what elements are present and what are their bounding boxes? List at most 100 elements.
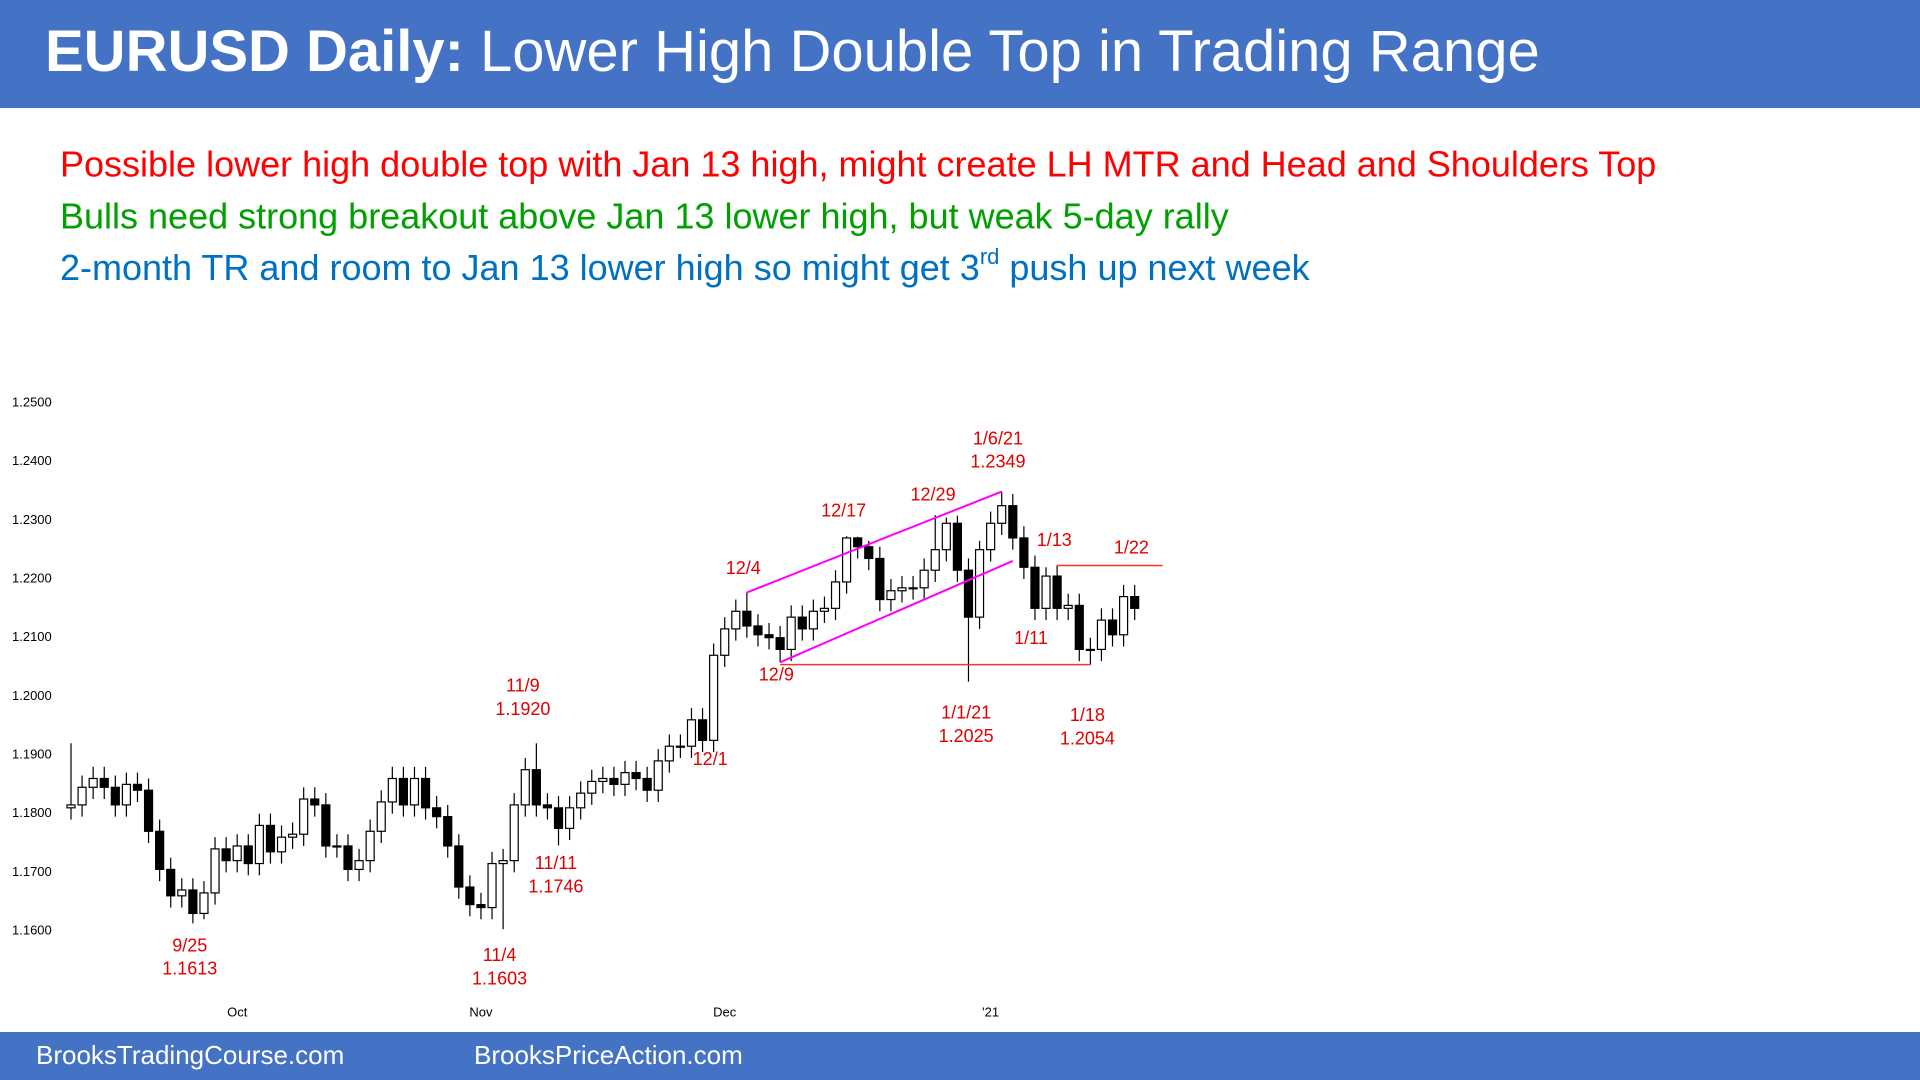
candle-body bbox=[620, 772, 630, 785]
candle-body bbox=[321, 804, 331, 847]
candle-body bbox=[709, 654, 719, 741]
superscript: rd bbox=[980, 244, 1000, 269]
x-tick-label: Nov bbox=[469, 1004, 493, 1019]
candle-body bbox=[853, 537, 863, 548]
y-tick-label: 1.2300 bbox=[12, 512, 52, 527]
note-line: Bulls need strong breakout above Jan 13 … bbox=[60, 196, 1229, 237]
annotation: 1.2025 bbox=[939, 726, 994, 746]
candle-body bbox=[986, 522, 996, 551]
annotation: 1/22 bbox=[1114, 537, 1149, 557]
channel-lower bbox=[779, 559, 1014, 664]
candle-body bbox=[398, 777, 408, 806]
y-tick-label: 1.1900 bbox=[12, 746, 52, 761]
candle-body bbox=[77, 786, 87, 806]
candle-body bbox=[531, 769, 541, 806]
annotation: 1/18 bbox=[1070, 705, 1105, 725]
candle-body bbox=[830, 581, 841, 609]
candle-body bbox=[742, 610, 752, 627]
candle-body bbox=[99, 777, 109, 788]
candle-body bbox=[587, 780, 597, 794]
candle-body bbox=[775, 637, 785, 651]
note-line: Possible lower high double top with Jan … bbox=[60, 144, 1656, 185]
y-tick-label: 1.1700 bbox=[12, 864, 52, 879]
candle-body bbox=[697, 719, 708, 741]
candle-body bbox=[88, 777, 98, 788]
footer-link: BrooksPriceAction.com bbox=[474, 1040, 743, 1070]
candle-body bbox=[1085, 648, 1095, 652]
candle-body bbox=[598, 777, 608, 783]
annotation: 12/1 bbox=[693, 749, 728, 769]
annotation: 11/9 bbox=[506, 676, 540, 696]
candle-body bbox=[1063, 604, 1073, 609]
annotation: 12/4 bbox=[726, 558, 761, 578]
candle-body bbox=[498, 860, 508, 865]
candle-body bbox=[564, 807, 575, 829]
candle-body bbox=[1096, 619, 1107, 651]
candle-body bbox=[864, 546, 874, 560]
candle-body bbox=[487, 862, 497, 909]
candle-body bbox=[188, 889, 198, 915]
annotation: 1.1920 bbox=[495, 699, 550, 719]
footer-band bbox=[0, 1032, 1920, 1080]
candle-body bbox=[797, 616, 807, 630]
candle-body bbox=[155, 830, 165, 871]
candle-body bbox=[332, 845, 342, 848]
annotation: 1/11 bbox=[1014, 628, 1048, 648]
annotation: 1/1/21 bbox=[941, 703, 991, 723]
candle-body bbox=[1130, 596, 1140, 609]
candle-body bbox=[631, 772, 641, 780]
footer-link: BrooksTradingCourse.com bbox=[36, 1040, 344, 1070]
annotation: 1/13 bbox=[1037, 530, 1072, 550]
candle-body bbox=[210, 848, 220, 894]
candle-body bbox=[420, 777, 431, 809]
candle-body bbox=[974, 549, 985, 618]
candle-body bbox=[609, 777, 619, 785]
x-tick-label: Oct bbox=[227, 1004, 248, 1019]
candle-body bbox=[509, 804, 519, 862]
candle-body bbox=[897, 587, 907, 592]
annotation: 11/11 bbox=[535, 853, 577, 873]
slide-title: EURUSD Daily: Lower High Double Top in Tr… bbox=[45, 19, 1540, 84]
annotation: 1/6/21 bbox=[973, 428, 1023, 448]
candle-body bbox=[132, 783, 143, 791]
candle-body bbox=[343, 845, 353, 871]
candle-body bbox=[476, 904, 486, 909]
y-tick-label: 1.1600 bbox=[12, 922, 52, 937]
candle-body bbox=[963, 569, 974, 618]
candle-body bbox=[553, 807, 564, 829]
candle-body bbox=[1074, 604, 1084, 651]
candle-body bbox=[875, 557, 885, 601]
chart: 1.1600 1.1700 1.1800 1.1900 1.2000 1.2100 1.22… bbox=[12, 394, 1163, 1019]
candle-body bbox=[675, 745, 686, 748]
y-tick-label: 1.2100 bbox=[12, 629, 52, 644]
annotation: 12/17 bbox=[821, 501, 866, 521]
candle-body bbox=[1008, 505, 1018, 539]
candle-body bbox=[299, 798, 309, 835]
candle-body bbox=[121, 783, 132, 806]
candle-body bbox=[443, 816, 453, 847]
candle-body bbox=[642, 777, 652, 791]
candle-body bbox=[376, 801, 386, 832]
annotation: 1.2054 bbox=[1060, 728, 1115, 748]
candle-body bbox=[310, 798, 320, 806]
candle-body bbox=[232, 845, 242, 862]
note-part: push up next week bbox=[999, 247, 1310, 288]
note-part: 2-month TR and room to Jan 13 lower high… bbox=[60, 247, 980, 288]
annotation: 12/9 bbox=[759, 665, 794, 685]
candle-body bbox=[432, 807, 442, 818]
candle-body bbox=[254, 824, 264, 865]
candle-body bbox=[66, 804, 76, 809]
candle-body bbox=[653, 760, 663, 791]
candle-body bbox=[1052, 575, 1062, 609]
title-bold: EURUSD Daily: bbox=[45, 19, 464, 84]
candle-body bbox=[1107, 619, 1118, 636]
candle-body bbox=[908, 587, 918, 590]
candle-body bbox=[930, 549, 940, 571]
candle-body bbox=[365, 830, 375, 862]
candle-body bbox=[409, 777, 420, 806]
annotation: 12/29 bbox=[911, 485, 956, 505]
candle-body bbox=[686, 719, 697, 747]
candle-body bbox=[221, 848, 231, 862]
candle-body bbox=[354, 860, 364, 871]
candle-body bbox=[1030, 566, 1040, 609]
